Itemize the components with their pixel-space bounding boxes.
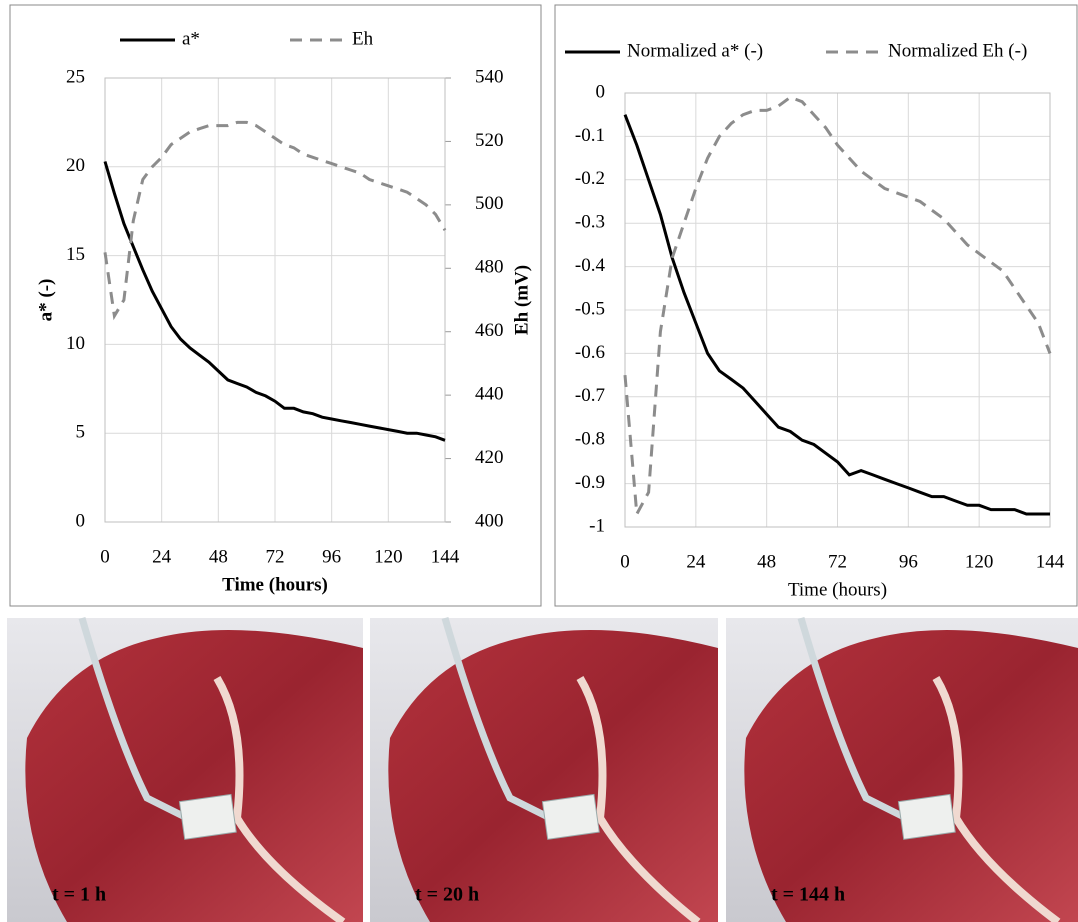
legend-label: Eh [352, 28, 374, 49]
y-tick-label: 25 [66, 66, 85, 87]
legend-label: Normalized Eh (-) [888, 40, 1027, 61]
fat [932, 675, 1061, 922]
photo: t = 1 h [7, 617, 363, 922]
sensor [178, 793, 237, 840]
plot-border [104, 77, 446, 523]
x-tick-label: 48 [757, 551, 776, 572]
y-tick-label: -0.8 [575, 429, 605, 450]
y-tick-label: 10 [66, 333, 85, 354]
x-tick-label: 24 [686, 551, 706, 572]
x-tick-label: 0 [620, 551, 630, 572]
x-axis-label: Time (hours) [222, 574, 328, 595]
x-tick-label: 144 [1036, 551, 1065, 572]
x-tick-label: 120 [374, 546, 403, 567]
y-tick-label: -1 [589, 515, 605, 536]
probe-cable [78, 617, 189, 822]
chart-frame [554, 4, 1078, 607]
photo: t = 144 h [726, 617, 1078, 922]
y2-tick-label: 500 [475, 193, 504, 214]
x-tick-label: 120 [965, 551, 994, 572]
y-axis-label: a* (-) [35, 279, 56, 322]
y-tick-label: -0.4 [575, 255, 606, 276]
y-tick-label: 15 [66, 244, 85, 265]
fat [213, 675, 346, 922]
x-tick-label: 0 [100, 546, 110, 567]
x-tick-label: 24 [152, 546, 172, 567]
y2-tick-label: 460 [475, 320, 504, 341]
y-tick-label: -0.6 [575, 342, 605, 363]
fat [576, 675, 701, 922]
plot-border [624, 92, 1051, 528]
chart-frame [9, 4, 542, 607]
x-tick-label: 72 [828, 551, 847, 572]
y-tick-label: 20 [66, 155, 85, 176]
sensor [541, 793, 600, 840]
series-line [103, 161, 446, 442]
probe-cable [441, 617, 552, 822]
y-tick-label: 0 [76, 510, 86, 531]
x-axis-label: Time (hours) [788, 579, 887, 600]
y-tick-label: -0.1 [575, 125, 605, 146]
photos: t = 1 h t = 20 h t = 144 h [7, 617, 1078, 922]
x-tick-label: 48 [209, 546, 228, 567]
photo-caption: t = 144 h [771, 884, 845, 906]
series-line [103, 120, 447, 321]
y-tick-label: -0.9 [575, 472, 605, 493]
y2-tick-label: 400 [475, 510, 504, 531]
x-tick-label: 96 [322, 546, 341, 567]
series-line [623, 95, 1052, 520]
sensor [897, 793, 956, 840]
y-tick-label: -0.3 [575, 212, 605, 233]
y-tick-label: 0 [596, 81, 606, 102]
x-tick-label: 96 [899, 551, 918, 572]
y2-tick-label: 480 [475, 257, 504, 278]
y2-tick-label: 520 [475, 130, 504, 151]
probe-cable [797, 617, 908, 822]
y2-axis-label: Eh (mV) [511, 265, 532, 335]
series-line [623, 114, 1050, 516]
legend-label: a* [182, 28, 200, 49]
y2-tick-label: 540 [475, 66, 504, 87]
photo-caption: t = 20 h [415, 884, 479, 906]
photo: t = 20 h [370, 617, 718, 922]
y2-tick-label: 420 [475, 447, 504, 468]
photo-caption: t = 1 h [52, 884, 106, 906]
x-tick-label: 144 [431, 546, 460, 567]
y2-tick-label: 440 [475, 384, 504, 405]
x-tick-label: 72 [266, 546, 285, 567]
y-tick-label: -0.2 [575, 168, 605, 189]
legend-label: Normalized a* (-) [627, 40, 763, 61]
y-tick-label: 5 [76, 422, 86, 443]
y-tick-label: -0.7 [575, 385, 605, 406]
y-tick-label: -0.5 [575, 298, 605, 319]
